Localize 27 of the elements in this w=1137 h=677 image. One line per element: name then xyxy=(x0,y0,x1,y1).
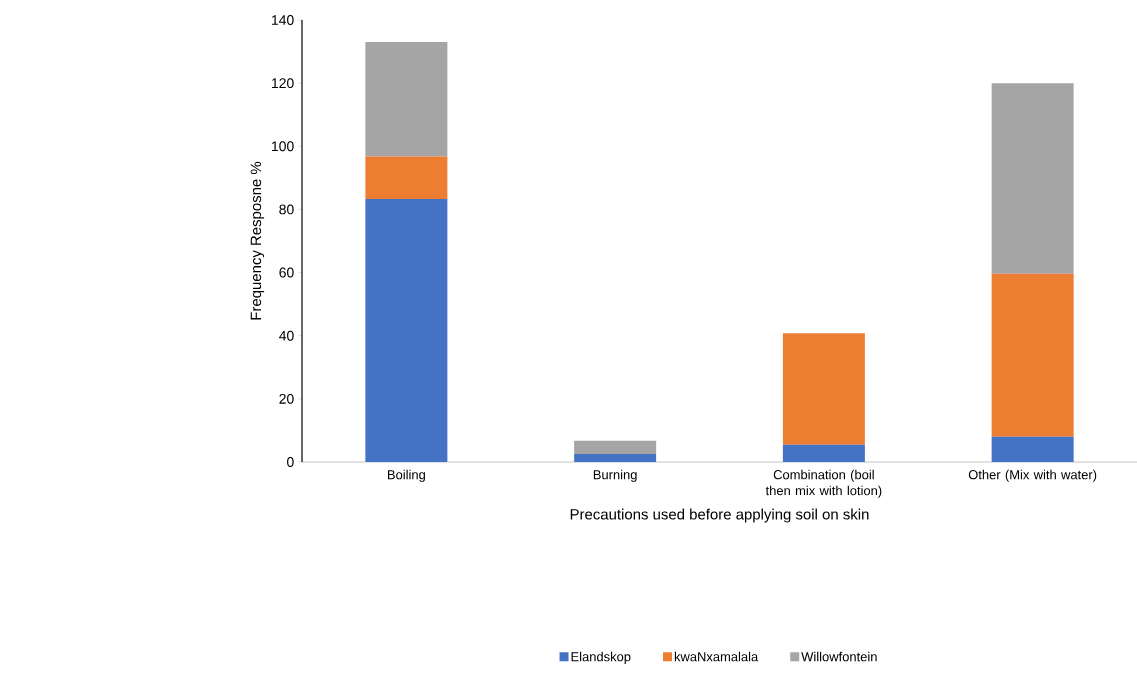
y-tick-label: 140 xyxy=(272,15,294,25)
y-axis-title: Frequency Resposne % xyxy=(250,161,265,320)
x-tick-label: Burning xyxy=(593,469,637,482)
bar xyxy=(782,444,865,462)
bar xyxy=(991,436,1074,462)
bar xyxy=(782,333,865,445)
x-tick-label: Combination (boil then mix with lotion) xyxy=(765,469,882,498)
bar xyxy=(574,440,657,455)
bar xyxy=(574,454,657,462)
y-tick-label: 0 xyxy=(287,457,294,467)
y-tick-label: 20 xyxy=(279,393,294,404)
bar xyxy=(365,199,448,462)
legend-label: kwaNxamalala xyxy=(674,651,759,662)
y-tick-label: 100 xyxy=(272,141,294,152)
x-tick-label: Other (Mix with water) xyxy=(968,469,1097,482)
bar xyxy=(365,156,448,200)
y-tick-label: 40 xyxy=(279,330,294,341)
legend-label: Elandskop xyxy=(571,651,631,664)
y-tick-label: 80 xyxy=(279,204,294,215)
x-axis-title: Precautions used before applying soil on skin xyxy=(570,508,869,523)
y-tick-label: 60 xyxy=(279,267,294,278)
bar xyxy=(991,273,1074,437)
bar xyxy=(365,42,448,157)
legend-label: Willowfontein xyxy=(801,651,877,662)
bar xyxy=(991,83,1074,274)
x-tick-label: Boiling xyxy=(388,469,425,482)
y-tick-label: 120 xyxy=(272,78,294,89)
